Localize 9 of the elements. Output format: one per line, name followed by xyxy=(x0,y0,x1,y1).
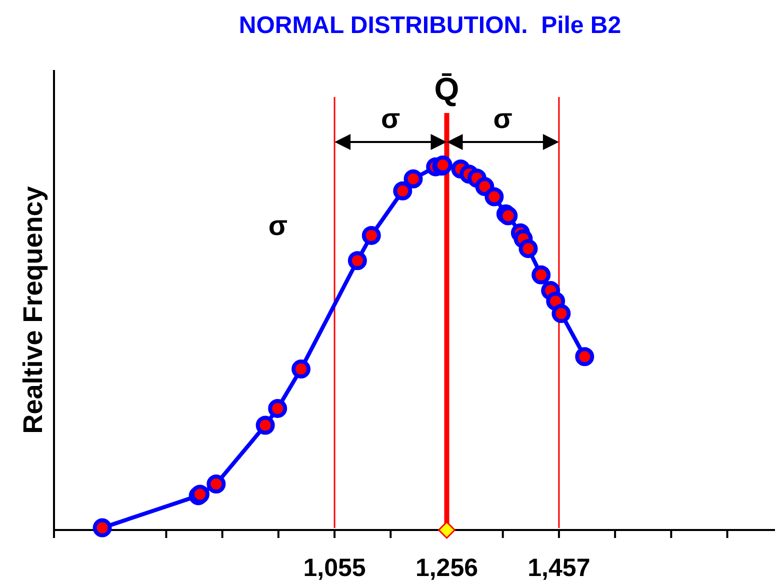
ref-line-label: Q̄ xyxy=(434,71,460,107)
x-tick-label: 1,055 xyxy=(303,554,366,582)
x-tick-label: 1,256 xyxy=(415,554,478,582)
text: σ xyxy=(381,103,400,134)
text: σ xyxy=(493,103,512,134)
y-axis-title: Realtive Frequency xyxy=(18,186,48,434)
chart-title: NORMAL DISTRIBUTION. Pile B2 xyxy=(238,12,622,39)
annotation: σ xyxy=(268,210,288,241)
x-tick-label: 1,457 xyxy=(528,554,590,582)
